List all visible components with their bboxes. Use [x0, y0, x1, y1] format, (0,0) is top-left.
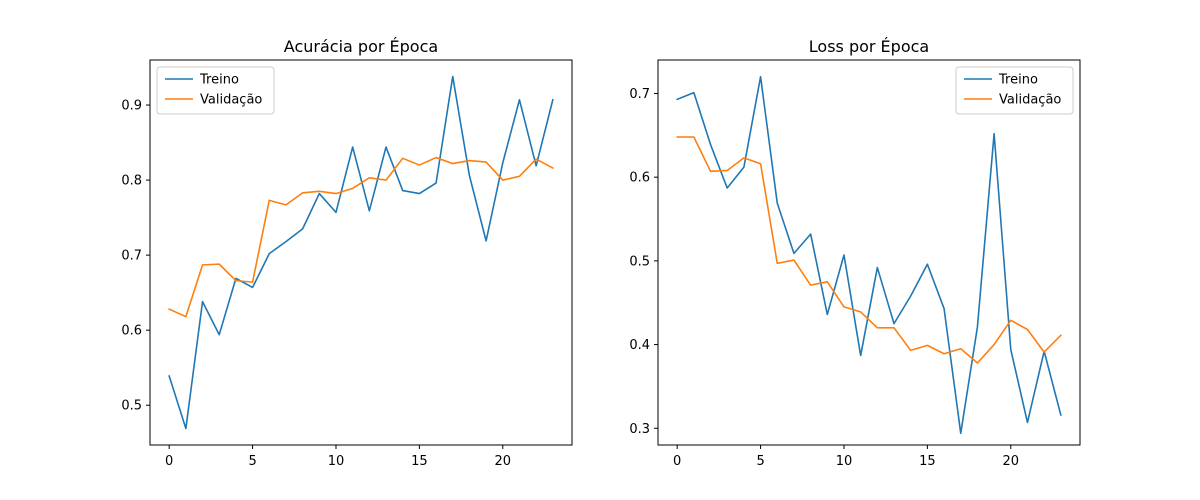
chart-1-series-line-treino [676, 75, 1062, 435]
chart-1-legend-label-treino: Treino [998, 73, 1038, 88]
chart-0-x-tick-label: 5 [248, 454, 256, 469]
chart-1-y-tick-label: 0.6 [629, 171, 650, 186]
chart-1-x-tick-label: 5 [756, 454, 764, 469]
chart-1-x-tick-label: 20 [1003, 454, 1020, 469]
chart-0-x-tick-label: 20 [495, 454, 512, 469]
chart-0-x-tick-label: 10 [328, 454, 345, 469]
chart-1-y-tick-label: 0.7 [629, 87, 650, 102]
chart-1-y-tick-label: 0.4 [629, 338, 650, 353]
chart-1-x-tick-label: 0 [673, 454, 681, 469]
chart-0-y-tick-label: 0.5 [121, 399, 142, 414]
chart-0-series-line-validao [168, 156, 554, 318]
chart-0-legend-label-validao: Validação [200, 93, 262, 108]
chart-1-y-tick-label: 0.3 [629, 422, 650, 437]
chart-1-legend: Treino Validação [955, 66, 1074, 115]
chart-0-axes-frame [149, 59, 573, 446]
chart-0-series-line-treino [168, 75, 554, 430]
chart-0-legend-label-treino: Treino [199, 73, 239, 88]
chart-1-x-tick-label: 10 [836, 454, 853, 469]
chart-1-legend-label-validao: Validação [999, 93, 1061, 108]
chart-1-series-line-validao [676, 136, 1062, 364]
chart-0-y-tick-label: 0.8 [121, 174, 142, 189]
chart-0-title: Acurácia por Época [284, 37, 438, 56]
chart-1-title: Loss por Época [809, 37, 929, 56]
chart-0-y-tick-label: 0.6 [121, 324, 142, 339]
chart-0-y-tick-label: 0.7 [121, 249, 142, 264]
chart-1-axes-frame [657, 59, 1081, 446]
chart-1-y-tick-label: 0.5 [629, 254, 650, 269]
chart-0-x-tick-label: 0 [165, 454, 173, 469]
loss-chart: Loss por Época 0 5 10 15 20 0.3 0.4 0.5 0.6 0.7 Tre… [629, 37, 1081, 469]
chart-0-x-tick-label: 15 [411, 454, 428, 469]
chart-1-x-tick-label: 15 [919, 454, 936, 469]
chart-0-y-tick-label: 0.9 [121, 99, 142, 114]
accuracy-chart: Acurácia por Época 0 5 10 15 20 0.5 0.6 0.7 0.8 0.… [121, 37, 573, 469]
chart-0-legend: Treino Validação [156, 66, 275, 115]
